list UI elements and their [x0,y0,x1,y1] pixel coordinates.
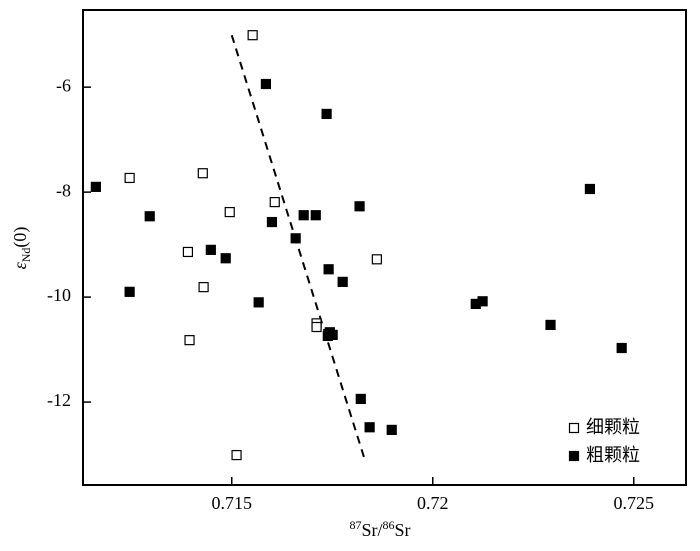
point [220,253,231,264]
point [269,196,280,208]
point [321,108,332,120]
plot-frame [82,9,687,486]
point [198,282,209,293]
x-tick-label: 0.715 [211,493,252,513]
x-axis-label-part: Sr [395,520,411,540]
legend-marker [568,450,580,462]
point [184,335,195,346]
point [90,181,101,192]
point [311,321,322,333]
point [290,233,301,244]
point [364,422,375,433]
point [253,297,264,308]
trend-line [230,34,366,461]
y-tick-label: -12 [47,390,71,410]
point [327,329,338,340]
point [310,210,321,221]
point [323,264,334,275]
legend-label: 细颗粒 [586,417,640,438]
point [355,393,366,405]
y-axis-label-part: Nd [19,248,33,263]
y-tick-label: -10 [47,285,71,305]
point [247,30,258,41]
point [205,244,216,255]
point [354,201,365,212]
y-axis-label: εNd(0) [10,227,33,270]
point [144,211,155,222]
point [124,172,135,184]
point [616,342,627,354]
point [477,296,488,307]
point [260,78,272,90]
point [371,254,382,265]
point [584,183,596,195]
x-axis-label-part: 86 [383,518,395,532]
legend-label: 粗颗粒 [586,445,640,466]
point [124,286,135,297]
point [266,216,278,228]
x-axis-label-part: Sr/ [361,520,382,540]
point [182,246,194,258]
point [224,206,235,218]
point [386,424,397,435]
point [545,319,556,331]
y-axis-label-part: ε [10,261,30,269]
x-tick-label: 0.725 [613,493,654,513]
x-axis-label: 87Sr/86Sr [349,518,410,540]
point [337,276,348,287]
y-tick-label: -6 [56,75,71,95]
point [298,210,309,221]
legend-marker [568,422,580,434]
y-axis-label-part: (0) [10,227,31,248]
x-axis-label-part: 87 [349,518,361,532]
y-tick-label: -8 [56,180,71,200]
x-tick-label: 0.72 [417,493,449,513]
point [231,449,242,461]
point [197,168,208,179]
